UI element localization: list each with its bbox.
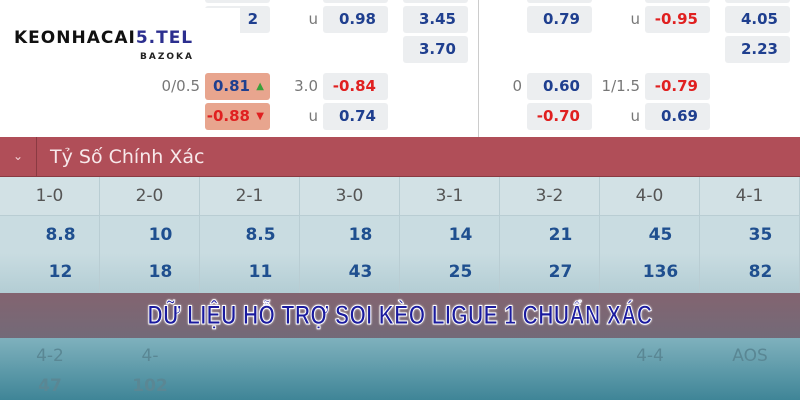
odds-cell[interactable] — [527, 0, 592, 3]
score-header: 1-0 — [0, 177, 100, 215]
score-odds[interactable]: 8.8 — [0, 216, 100, 253]
score-header: AOS — [732, 346, 768, 366]
score-odds[interactable]: 11 — [200, 253, 300, 293]
total-label: 1/1.5 — [601, 77, 640, 95]
logo-subtitle: BAZOKA — [140, 52, 194, 62]
score-header: 4-4 — [636, 346, 664, 366]
odds-cell[interactable]: -0.88 ▼ — [205, 103, 270, 130]
odds-cell[interactable]: -0.95 — [645, 6, 710, 33]
score-odds[interactable]: 8.5 — [200, 216, 300, 253]
score-odds[interactable]: 21 — [500, 216, 600, 253]
odds-value: -0.88 — [206, 107, 250, 125]
odds-cell[interactable]: -0.70 — [527, 103, 592, 130]
score-odds[interactable]: 12 — [0, 253, 100, 293]
score-odds[interactable]: 82 — [700, 253, 800, 293]
overlay-band — [0, 293, 800, 338]
site-logo: KEONHACAI5.TEL BAZOKA — [0, 8, 240, 70]
score-header-row: 1-0 2-0 2-1 3-0 3-1 3-2 4-0 4-1 — [0, 177, 800, 215]
score-odds[interactable]: 47 — [38, 376, 62, 396]
score-header: 3-0 — [300, 177, 400, 215]
odds-cell[interactable]: 3.70 — [403, 36, 468, 63]
score-odds[interactable]: 18 — [100, 253, 200, 293]
column-divider — [478, 0, 479, 137]
odds-cell[interactable] — [403, 0, 468, 3]
score-header: 4-1 — [700, 177, 800, 215]
chevron-down-icon[interactable]: ⌄ — [0, 137, 37, 177]
score-header: 3-1 — [400, 177, 500, 215]
odds-cell[interactable] — [323, 0, 388, 3]
under-label: u — [630, 10, 640, 28]
score-header: 4- — [141, 346, 159, 366]
odds-cell[interactable]: -0.84 — [323, 73, 388, 100]
odds-cell[interactable] — [725, 0, 790, 3]
score-odds[interactable]: 136 — [600, 253, 700, 293]
score-odds-row: 8.8 10 8.5 18 14 21 45 35 — [0, 215, 800, 253]
score-odds[interactable]: 18 — [300, 216, 400, 253]
odds-cell[interactable]: 4.05 — [725, 6, 790, 33]
odds-value: 0.81 — [212, 77, 250, 95]
score-odds[interactable]: 35 — [700, 216, 800, 253]
score-header: 2-0 — [100, 177, 200, 215]
arrow-down-icon: ▼ — [256, 111, 264, 122]
section-header-correct-score[interactable]: ⌄ Tỷ Số Chính Xác — [0, 137, 800, 177]
logo-main-text: KEONHACAI — [14, 28, 136, 48]
under-label: u — [308, 107, 318, 125]
odds-cell[interactable]: 2.23 — [725, 36, 790, 63]
odds-cell[interactable]: 3.45 — [403, 6, 468, 33]
score-header: 3-2 — [500, 177, 600, 215]
score-odds[interactable]: 14 — [400, 216, 500, 253]
odds-cell[interactable]: 0.98 — [323, 6, 388, 33]
score-odds[interactable]: 25 — [400, 253, 500, 293]
score-header: 4-0 — [600, 177, 700, 215]
handicap-label: 0/0.5 — [161, 77, 200, 95]
odds-cell[interactable] — [205, 0, 270, 3]
under-label: u — [630, 107, 640, 125]
odds-cell[interactable]: -0.79 — [645, 73, 710, 100]
odds-cell[interactable]: 0.60 — [527, 73, 592, 100]
section-title: Tỷ Số Chính Xác — [50, 146, 205, 168]
handicap-label: 0 — [512, 77, 522, 95]
odds-cell[interactable]: 0.79 — [527, 6, 592, 33]
total-label: 3.0 — [294, 77, 318, 95]
logo-text: KEONHACAI5.TEL — [14, 28, 193, 48]
score-odds[interactable]: 43 — [300, 253, 400, 293]
score-odds[interactable]: 102 — [132, 376, 168, 396]
under-label: u — [308, 10, 318, 28]
score-odds-row: 12 18 11 43 25 27 136 82 — [0, 253, 800, 293]
score-odds[interactable]: 27 — [500, 253, 600, 293]
odds-cell[interactable]: 0.69 — [645, 103, 710, 130]
odds-cell[interactable] — [645, 0, 710, 3]
arrow-up-icon: ▲ — [256, 81, 264, 92]
logo-accent-text: 5.TEL — [135, 28, 194, 48]
score-header: 2-1 — [200, 177, 300, 215]
score-header-row-2: 4-2 4- 4-4 AOS 47 102 — [0, 338, 800, 400]
score-odds[interactable]: 45 — [600, 216, 700, 253]
odds-cell[interactable]: 0.81 ▲ — [205, 73, 270, 100]
score-header: 4-2 — [36, 346, 64, 366]
banner-headline: DỮ LIỆU HỖ TRỢ SOI KÈO LIGUE 1 CHUẨN XÁC — [147, 300, 653, 331]
score-odds[interactable]: 10 — [100, 216, 200, 253]
odds-cell[interactable]: 0.74 — [323, 103, 388, 130]
